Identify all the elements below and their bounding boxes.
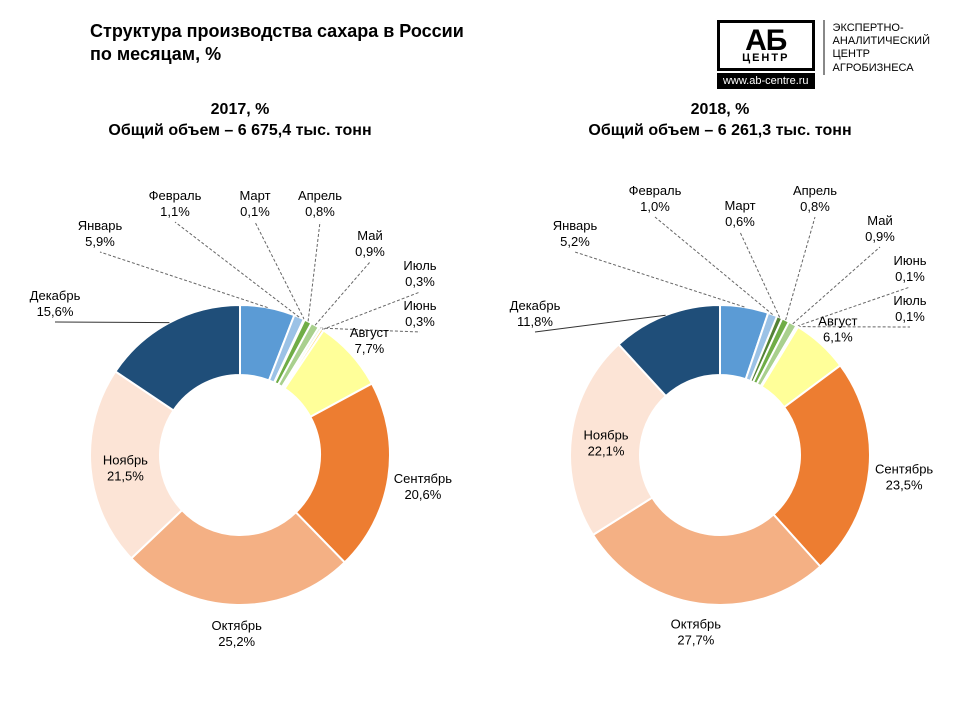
- label-Май: Май0,9%: [355, 228, 385, 259]
- logo-ab: АБ: [728, 27, 804, 54]
- svg-text:5,9%: 5,9%: [85, 234, 115, 249]
- svg-text:Декабрь: Декабрь: [510, 298, 561, 313]
- label-Февраль: Февраль1,0%: [629, 183, 682, 214]
- svg-text:Январь: Январь: [553, 218, 598, 233]
- svg-text:Февраль: Февраль: [149, 188, 202, 203]
- label-Ноябрь: Ноябрь21,5%: [103, 453, 148, 484]
- svg-text:0,8%: 0,8%: [800, 199, 830, 214]
- label-Июнь: Июнь0,3%: [403, 298, 436, 329]
- label-Июль: Июль0,3%: [403, 258, 436, 289]
- svg-text:0,6%: 0,6%: [725, 214, 755, 229]
- title-line2: по месяцам, %: [90, 43, 464, 66]
- label-Сентябрь: Сентябрь23,5%: [875, 461, 933, 492]
- svg-text:0,9%: 0,9%: [865, 229, 895, 244]
- label-Май: Май0,9%: [865, 213, 895, 244]
- label-Декабрь: Декабрь15,6%: [30, 288, 81, 319]
- svg-text:0,3%: 0,3%: [405, 274, 435, 289]
- logo-url: www.ab-centre.ru: [717, 73, 815, 89]
- svg-text:Апрель: Апрель: [298, 188, 342, 203]
- chart-year-0: 2017, %: [0, 100, 480, 121]
- svg-text:Декабрь: Декабрь: [30, 288, 81, 303]
- svg-text:Май: Май: [357, 228, 382, 243]
- svg-text:20,6%: 20,6%: [404, 487, 441, 502]
- label-Март: Март0,6%: [724, 198, 755, 229]
- svg-text:6,1%: 6,1%: [823, 330, 853, 345]
- label-Сентябрь: Сентябрь20,6%: [394, 471, 452, 502]
- label-Февраль: Февраль1,1%: [149, 188, 202, 219]
- svg-text:0,8%: 0,8%: [305, 204, 335, 219]
- svg-text:Январь: Январь: [78, 218, 123, 233]
- label-Январь: Январь5,9%: [78, 218, 123, 249]
- logo: АБ ЦЕНТР www.ab-centre.ru ЭКСПЕРТНО- АНА…: [717, 20, 930, 89]
- label-Декабрь: Декабрь11,8%: [510, 298, 561, 329]
- chart-2017: 2017, % Общий объем – 6 675,4 тыс. тонн …: [0, 100, 480, 700]
- svg-text:25,2%: 25,2%: [218, 634, 255, 649]
- svg-text:Ноябрь: Ноябрь: [583, 428, 628, 443]
- svg-text:0,9%: 0,9%: [355, 244, 385, 259]
- label-Март: Март0,1%: [239, 188, 270, 219]
- chart-year-1: 2018, %: [480, 100, 960, 121]
- label-Ноябрь: Ноябрь22,1%: [583, 428, 628, 459]
- svg-text:Апрель: Апрель: [793, 183, 837, 198]
- label-Апрель: Апрель0,8%: [298, 188, 342, 219]
- svg-text:5,2%: 5,2%: [560, 234, 590, 249]
- svg-text:Сентябрь: Сентябрь: [394, 471, 452, 486]
- donut-chart: Январь5,2% Февраль1,0% Март0,6% Апрель0,8% М…: [480, 155, 960, 695]
- chart-2018: 2018, % Общий объем – 6 261,3 тыс. тонн …: [480, 100, 960, 700]
- svg-text:11,8%: 11,8%: [517, 314, 553, 329]
- charts-row: 2017, % Общий объем – 6 675,4 тыс. тонн …: [0, 100, 960, 700]
- title-line1: Структура производства сахара в России: [90, 20, 464, 43]
- svg-text:23,5%: 23,5%: [886, 477, 923, 492]
- svg-text:0,1%: 0,1%: [895, 309, 925, 324]
- svg-text:Август: Август: [818, 314, 857, 329]
- svg-text:1,0%: 1,0%: [640, 199, 670, 214]
- svg-text:Май: Май: [867, 213, 892, 228]
- svg-text:22,1%: 22,1%: [588, 444, 625, 459]
- svg-text:Сентябрь: Сентябрь: [875, 461, 933, 476]
- label-Август: Август6,1%: [818, 314, 857, 345]
- svg-text:27,7%: 27,7%: [677, 632, 714, 647]
- page-title: Структура производства сахара в России п…: [90, 20, 464, 67]
- label-Июль: Июль0,1%: [893, 293, 926, 324]
- logo-centre: ЦЕНТР: [728, 54, 804, 64]
- svg-text:Июнь: Июнь: [403, 298, 436, 313]
- svg-text:Июль: Июль: [893, 293, 926, 308]
- label-Июнь: Июнь0,1%: [893, 253, 926, 284]
- label-Январь: Январь5,2%: [553, 218, 598, 249]
- svg-text:Март: Март: [724, 198, 755, 213]
- label-Август: Август7,7%: [350, 325, 389, 356]
- svg-text:Февраль: Февраль: [629, 183, 682, 198]
- svg-text:1,1%: 1,1%: [160, 204, 190, 219]
- svg-text:Март: Март: [239, 188, 270, 203]
- label-Октябрь: Октябрь27,7%: [671, 616, 722, 647]
- svg-text:Ноябрь: Ноябрь: [103, 453, 148, 468]
- svg-text:15,6%: 15,6%: [37, 304, 74, 319]
- svg-text:Июнь: Июнь: [893, 253, 926, 268]
- label-Октябрь: Октябрь25,2%: [212, 618, 263, 649]
- svg-text:21,5%: 21,5%: [107, 469, 144, 484]
- label-Апрель: Апрель0,8%: [793, 183, 837, 214]
- svg-text:Июль: Июль: [403, 258, 436, 273]
- donut-chart: Январь5,9% Февраль1,1% Март0,1% Апрель0,8% М…: [0, 155, 480, 695]
- svg-text:Октябрь: Октябрь: [212, 618, 263, 633]
- svg-text:7,7%: 7,7%: [355, 341, 385, 356]
- chart-sub-0: Общий объем – 6 675,4 тыс. тонн: [0, 121, 480, 142]
- svg-text:0,1%: 0,1%: [895, 269, 925, 284]
- chart-sub-1: Общий объем – 6 261,3 тыс. тонн: [480, 121, 960, 142]
- svg-text:Август: Август: [350, 325, 389, 340]
- svg-text:Октябрь: Октябрь: [671, 616, 722, 631]
- svg-text:0,3%: 0,3%: [405, 314, 435, 329]
- logo-text: ЭКСПЕРТНО- АНАЛИТИЧЕСКИЙ ЦЕНТР АГРОБИЗНЕ…: [823, 20, 930, 75]
- svg-text:0,1%: 0,1%: [240, 204, 270, 219]
